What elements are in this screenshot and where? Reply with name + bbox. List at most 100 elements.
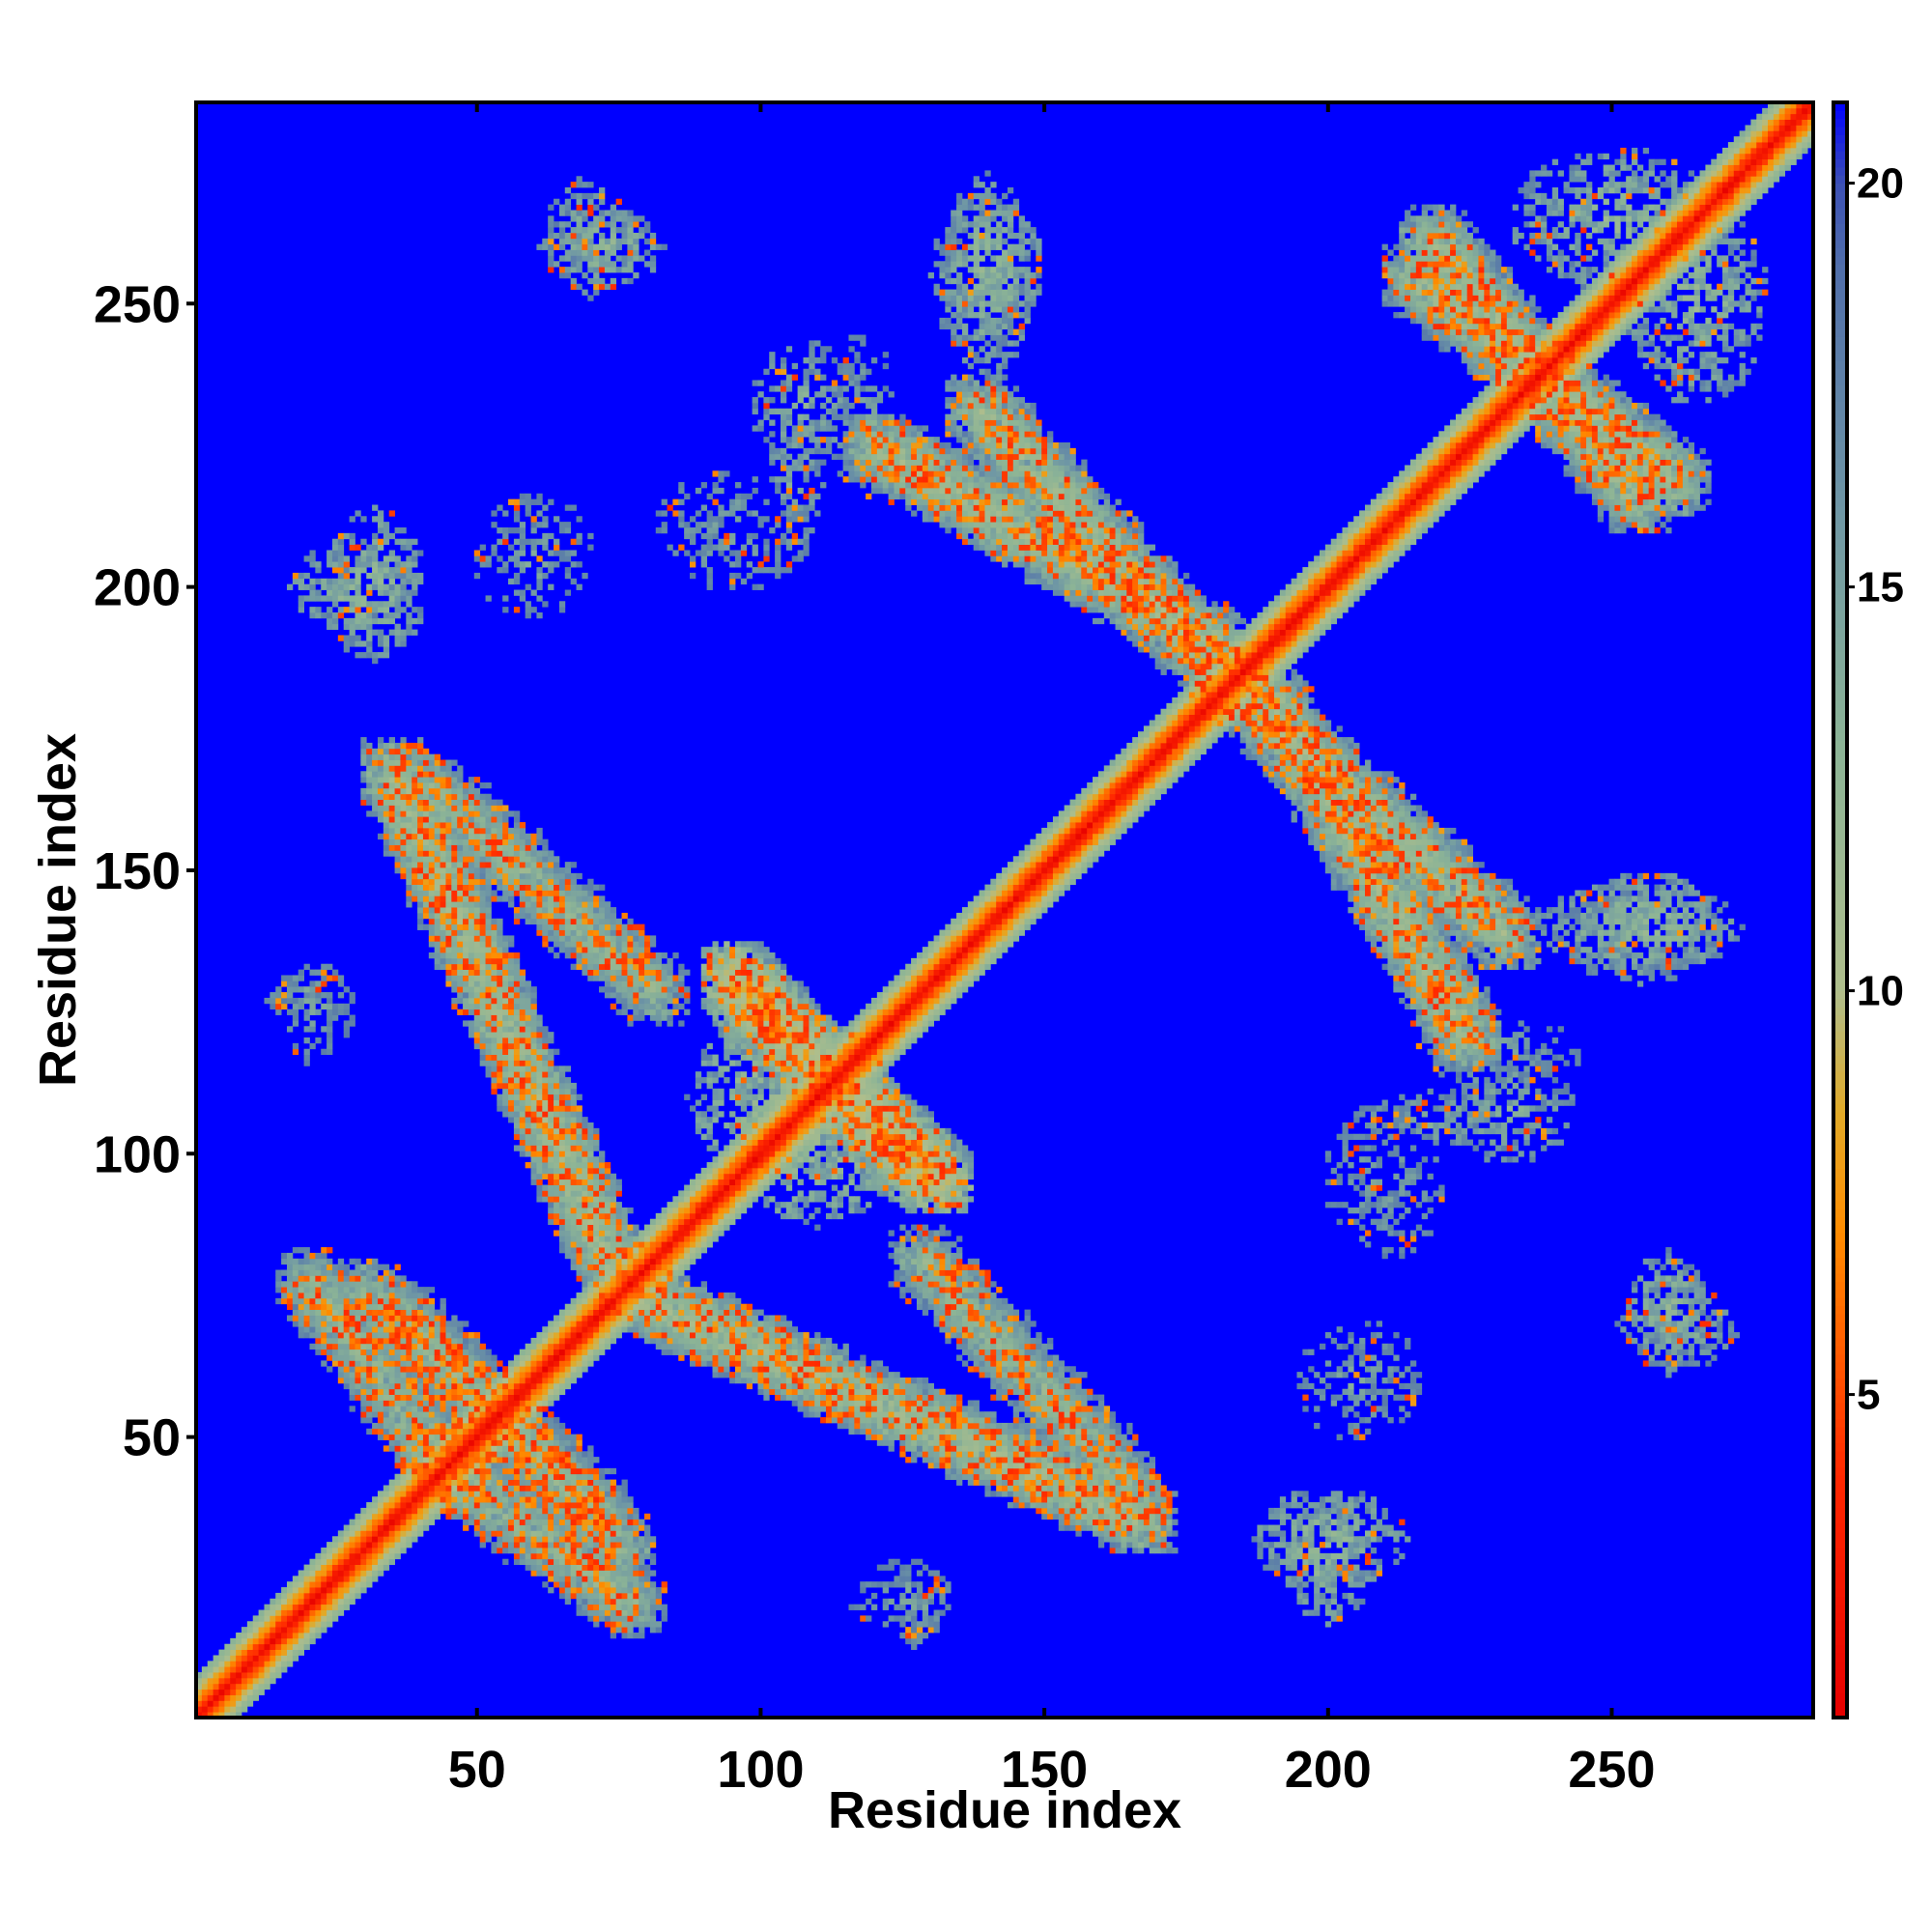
heatmap-cell	[554, 1167, 560, 1175]
heatmap-cell	[576, 255, 582, 262]
heatmap-cell	[576, 1275, 582, 1282]
heatmap-cell	[491, 1548, 497, 1554]
heatmap-cell	[536, 1037, 543, 1044]
heatmap-cell	[331, 1315, 339, 1321]
heatmap-cell	[417, 810, 424, 817]
heatmap-cell	[593, 1502, 600, 1509]
heatmap-cell	[479, 1445, 486, 1452]
heatmap-cell	[440, 1417, 446, 1424]
heatmap-cell	[576, 947, 582, 953]
heatmap-cell	[587, 243, 594, 250]
heatmap-cell	[548, 1202, 554, 1208]
heatmap-cell	[604, 957, 611, 965]
heatmap-cell	[485, 941, 492, 948]
heatmap-cell	[275, 986, 282, 993]
heatmap-cell	[558, 941, 566, 948]
heatmap-cell	[422, 777, 430, 783]
heatmap-cell	[508, 578, 515, 585]
heatmap-cell	[303, 1326, 310, 1333]
heatmap-cell	[542, 912, 549, 920]
heatmap-cell	[440, 941, 446, 948]
heatmap-cell	[327, 1293, 333, 1299]
heatmap-cell	[513, 1071, 521, 1078]
heatmap-cell	[570, 182, 577, 188]
heatmap-cell	[502, 510, 509, 517]
heatmap-cell	[400, 1321, 407, 1327]
heatmap-cell	[558, 1564, 566, 1571]
heatmap-cell	[530, 522, 537, 528]
heatmap-cell	[491, 890, 497, 896]
heatmap-cell	[422, 816, 430, 823]
heatmap-cell	[309, 1558, 316, 1565]
heatmap-cell	[377, 1411, 384, 1418]
heatmap-cell	[207, 1683, 214, 1690]
heatmap-cell	[366, 1411, 373, 1418]
heatmap-cell	[451, 1496, 458, 1503]
heatmap-cell	[468, 1009, 475, 1015]
heatmap-cell	[530, 1394, 537, 1401]
heatmap-cell	[570, 895, 577, 902]
heatmap-cell	[479, 844, 486, 851]
heatmap-cell	[366, 1343, 373, 1350]
heatmap-cell	[604, 1524, 611, 1531]
heatmap-cell	[491, 522, 497, 528]
heatmap-cell	[587, 1156, 594, 1163]
heatmap-cell	[593, 1309, 600, 1316]
heatmap-cell	[303, 1332, 310, 1339]
heatmap-cell	[599, 963, 606, 970]
heatmap-cell	[576, 1548, 582, 1554]
heatmap-cell	[491, 1394, 497, 1401]
heatmap-cell	[519, 1014, 526, 1021]
heatmap-cell	[558, 1167, 566, 1175]
heatmap-cell	[519, 1042, 526, 1050]
heatmap-cell	[558, 527, 566, 534]
heatmap-cell	[349, 1598, 355, 1605]
heatmap-cell	[587, 238, 594, 245]
heatmap-cell	[491, 1060, 497, 1066]
heatmap-cell	[270, 1627, 276, 1634]
heatmap-cell	[473, 1473, 481, 1480]
heatmap-cell	[587, 1558, 594, 1565]
heatmap-cell	[502, 805, 509, 811]
heatmap-cell	[422, 901, 430, 908]
heatmap-cell	[394, 629, 401, 636]
heatmap-cell	[451, 1343, 458, 1350]
heatmap-cell	[406, 850, 412, 857]
heatmap-cell	[372, 1337, 379, 1345]
heatmap-cell	[417, 890, 424, 896]
heatmap-cell	[479, 799, 486, 806]
heatmap-cell	[275, 1615, 282, 1622]
heatmap-cell	[315, 1604, 322, 1610]
heatmap-cell	[542, 1552, 549, 1560]
heatmap-cell	[593, 895, 600, 902]
heatmap-cell	[355, 1542, 361, 1548]
heatmap-cell	[558, 1173, 566, 1180]
heatmap-cell	[343, 1552, 350, 1560]
heatmap-cell	[502, 1400, 509, 1406]
heatmap-cell	[383, 753, 390, 760]
heatmap-cell	[593, 204, 600, 211]
heatmap-cell	[519, 822, 526, 829]
heatmap-cell	[473, 555, 481, 562]
heatmap-cell	[394, 1366, 401, 1373]
heatmap-cell	[536, 1524, 543, 1531]
heatmap-cell	[383, 833, 390, 840]
heatmap-cell	[406, 810, 412, 817]
heatmap-cell	[479, 986, 486, 993]
heatmap-cell	[582, 1485, 588, 1492]
heatmap-cell	[377, 1524, 384, 1531]
heatmap-cell	[558, 907, 566, 914]
heatmap-cell	[610, 952, 617, 959]
heatmap-cell	[536, 538, 543, 545]
heatmap-cell	[582, 923, 588, 930]
heatmap-cell	[417, 1479, 424, 1486]
heatmap-cell	[582, 1133, 588, 1140]
heatmap-cell	[525, 1151, 531, 1157]
heatmap-cell	[372, 1354, 379, 1361]
heatmap-cell	[440, 827, 446, 835]
heatmap-cell	[400, 777, 407, 783]
heatmap-cell	[270, 1677, 276, 1685]
heatmap-cell	[366, 623, 373, 630]
heatmap-cell	[548, 1536, 554, 1543]
heatmap-cell	[576, 1570, 582, 1577]
